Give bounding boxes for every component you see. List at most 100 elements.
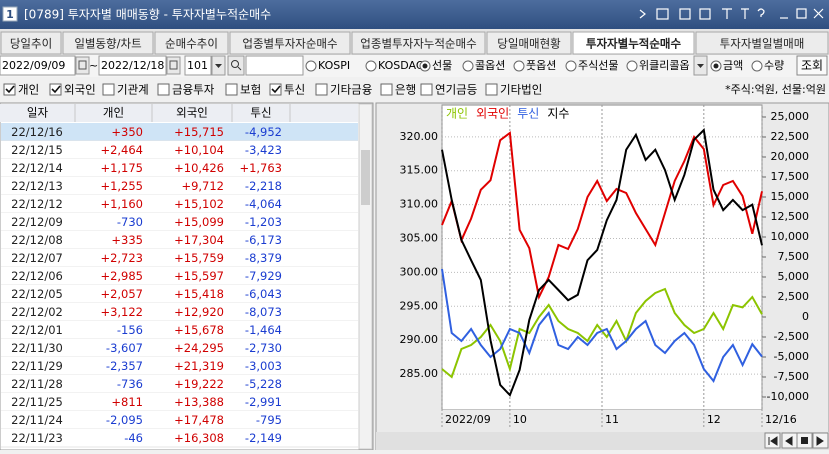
tab-label[interactable]: 일별동향/차트: [74, 37, 141, 51]
table-row[interactable]: [1, 393, 358, 411]
start-date[interactable]: 2022/09/09: [2, 59, 65, 72]
radio-label[interactable]: 금액: [723, 59, 743, 72]
radio[interactable]: [626, 60, 638, 72]
date-cell: 22/12/08: [11, 233, 63, 247]
tab[interactable]: [62, 31, 154, 55]
table-row[interactable]: [1, 213, 358, 231]
checkbox[interactable]: [269, 83, 282, 96]
value-cell: -2,357: [106, 359, 143, 373]
scroll-thumb[interactable]: [361, 150, 370, 205]
tab[interactable]: [0, 31, 62, 55]
calendar-button[interactable]: [75, 56, 90, 75]
table-row[interactable]: [1, 339, 358, 357]
search-input-box[interactable]: [245, 55, 304, 76]
tab-label[interactable]: 투자자별일별매매: [720, 37, 805, 51]
tab[interactable]: [572, 31, 695, 55]
table-row[interactable]: [1, 375, 358, 393]
table-row[interactable]: [1, 123, 358, 141]
table-row[interactable]: [1, 303, 358, 321]
tab[interactable]: [154, 31, 229, 55]
table-row[interactable]: [1, 159, 358, 177]
table-row[interactable]: [1, 411, 358, 429]
table-row[interactable]: [1, 429, 358, 447]
checkbox[interactable]: [49, 83, 62, 96]
radio[interactable]: [565, 60, 577, 72]
value-cell: -1,464: [245, 323, 282, 337]
checkbox[interactable]: [380, 83, 393, 96]
checkbox[interactable]: [157, 83, 170, 96]
search-handle: [237, 66, 242, 71]
value-cell: +13,388: [174, 395, 224, 409]
end-date[interactable]: 2022/12/18: [101, 59, 164, 72]
radio[interactable]: [305, 60, 317, 72]
radio-label[interactable]: KOSDAQ: [378, 59, 425, 72]
calendar-button[interactable]: [166, 56, 181, 75]
radio-label[interactable]: 선물: [432, 59, 452, 72]
y2-tick-label: -10,000: [767, 390, 809, 403]
table-row[interactable]: [1, 357, 358, 375]
radio-label[interactable]: 콜옵션: [475, 59, 505, 72]
toolbar: 2022/09/09 ~2022/12/18 101 KOSPI KOSDAQ 선물 콜옵션…: [0, 55, 829, 77]
value-cell: +15,099: [174, 215, 224, 229]
checkbox-label[interactable]: 기타금융: [330, 83, 372, 97]
table-row[interactable]: [1, 231, 358, 249]
chart-scrollbar[interactable]: [376, 432, 829, 450]
code-box[interactable]: [184, 55, 212, 76]
checkbox-label[interactable]: 기관계: [117, 83, 149, 97]
tab-label[interactable]: 업종별투자자순매수: [242, 37, 337, 51]
checkbox-label[interactable]: 개인: [18, 83, 39, 97]
tab[interactable]: [351, 31, 486, 55]
table-row[interactable]: [1, 321, 358, 339]
tab-label[interactable]: 순매수추이: [165, 37, 218, 51]
radio[interactable]: [365, 60, 377, 72]
end-date-box[interactable]: [98, 55, 167, 76]
table-row[interactable]: [1, 249, 358, 267]
y-tick-label: 310.00: [400, 198, 439, 211]
value-cell: +811: [111, 395, 143, 409]
radio[interactable]: [751, 60, 763, 72]
checkbox[interactable]: [3, 83, 16, 96]
code[interactable]: 101: [187, 59, 208, 72]
radio[interactable]: [462, 60, 474, 72]
radio-label[interactable]: 위클리콜옵: [639, 59, 690, 72]
checkbox-label[interactable]: 보험: [240, 83, 261, 97]
search-button[interactable]: [227, 55, 245, 76]
value-cell: +335: [111, 233, 143, 247]
tab-label[interactable]: 당일추이: [10, 37, 52, 51]
y2-tick-label: 22,500: [771, 130, 810, 143]
tab-label[interactable]: 당일매매현황: [497, 37, 561, 51]
checkbox[interactable]: [315, 83, 328, 96]
checkbox-label[interactable]: 투신: [284, 83, 305, 97]
value-cell: -8,073: [245, 305, 282, 319]
checkbox[interactable]: [485, 83, 498, 96]
tab-label[interactable]: 투자자별누적순매수: [586, 37, 682, 51]
checkbox[interactable]: [102, 83, 115, 96]
query-button[interactable]: [796, 55, 828, 76]
table-row[interactable]: [1, 195, 358, 213]
date-cell: 22/12/16: [11, 125, 63, 139]
checkbox-label[interactable]: 은행: [395, 83, 416, 97]
tab[interactable]: [229, 31, 351, 55]
radio-label[interactable]: 수량: [764, 59, 784, 72]
table-row[interactable]: [1, 285, 358, 303]
table-row[interactable]: [1, 141, 358, 159]
checkbox[interactable]: [225, 83, 238, 96]
checkbox-label[interactable]: 연기금등: [435, 83, 477, 97]
start-date-box[interactable]: [0, 55, 76, 76]
query-button-label[interactable]: 조회: [801, 59, 823, 73]
tab[interactable]: [486, 31, 572, 55]
checkbox-label[interactable]: 금융투자: [172, 83, 215, 97]
checkbox-label[interactable]: 외국인: [64, 83, 96, 97]
table-row[interactable]: [1, 177, 358, 195]
radio-label[interactable]: 주식선물: [578, 59, 618, 72]
checkbox[interactable]: [420, 83, 433, 96]
table-row[interactable]: [1, 267, 358, 285]
checkbox-label[interactable]: 기타법인: [500, 83, 542, 97]
date-cell: 22/12/14: [11, 161, 63, 175]
radio[interactable]: [513, 60, 525, 72]
radio-label[interactable]: KOSPI: [318, 59, 350, 72]
chart: 285.00 290.00 295.00 300.00 305.00 310.00 315.…: [375, 102, 829, 451]
tab-label[interactable]: 업종별투자자누적순매수: [360, 37, 476, 51]
radio-label[interactable]: 풋옵션: [526, 59, 556, 72]
tab[interactable]: [695, 31, 829, 55]
